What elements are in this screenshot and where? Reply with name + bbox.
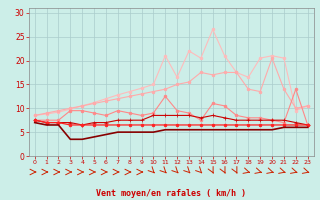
Text: Vent moyen/en rafales ( km/h ): Vent moyen/en rafales ( km/h ) — [96, 189, 246, 198]
